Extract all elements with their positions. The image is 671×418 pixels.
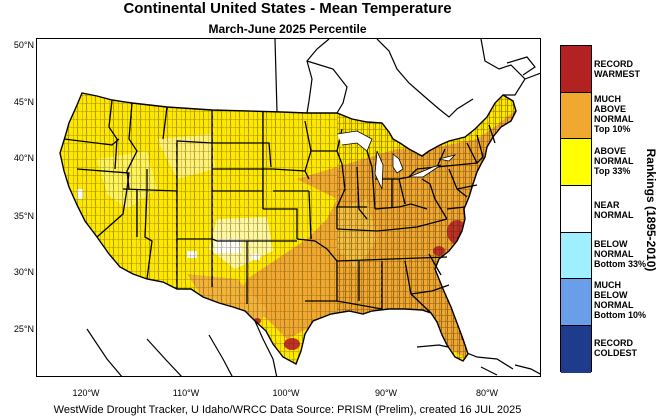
lat-label-35: 35°N <box>13 211 34 221</box>
neighbor-country-borders <box>86 39 540 376</box>
legend-swatch-record-warmest <box>561 46 591 93</box>
lon-label-100: 100°W <box>272 388 300 398</box>
source-footer: WestWide Drought Tracker, U Idaho/WRCC D… <box>53 404 522 416</box>
legend-label-much-below: MUCH BELOW NORMAL Bottom 10% <box>594 280 647 320</box>
lat-label-30: 30°N <box>13 267 34 277</box>
lon-label-120: 120°W <box>72 388 100 398</box>
temperature-map <box>36 38 541 377</box>
legend-swatch-near-normal <box>561 186 591 233</box>
lon-label-90: 90°W <box>374 388 398 398</box>
legend-label-near-normal: NEAR NORMAL <box>594 200 634 220</box>
legend-swatch-much-above <box>561 92 591 140</box>
legend-label-record-coldest: RECORD COLDEST <box>594 338 638 358</box>
lat-label-25: 25°N <box>13 324 34 334</box>
legend-swatch-much-below <box>561 279 591 327</box>
legend-label-above: ABOVE NORMAL Top 33% <box>594 146 634 176</box>
us-land <box>60 93 516 364</box>
legend-swatch-record-coldest <box>561 326 591 373</box>
legend-label-below: BELOW NORMAL Bottom 33% <box>594 239 647 269</box>
lat-label-40: 40°N <box>13 153 34 163</box>
legend-label-much-above: MUCH ABOVE NORMAL Top 10% <box>594 94 634 134</box>
lat-label-45: 45°N <box>13 97 34 107</box>
legend-colorbar <box>560 45 592 373</box>
lat-label-50: 50°N <box>13 40 34 50</box>
legend-swatch-below <box>561 232 591 280</box>
legend-label-record-warmest: RECORD WARMEST <box>594 59 640 79</box>
legend-title: Rankings (1895-2010) <box>644 148 658 272</box>
map-title: Continental United States - Mean Tempera… <box>123 0 452 17</box>
us-map-svg <box>59 39 540 376</box>
legend-swatch-above <box>561 139 591 187</box>
state-borders <box>63 99 496 314</box>
lon-label-80: 80°W <box>475 388 499 398</box>
lon-label-110: 110°W <box>172 388 200 398</box>
map-subtitle: March-June 2025 Percentile <box>208 22 367 36</box>
